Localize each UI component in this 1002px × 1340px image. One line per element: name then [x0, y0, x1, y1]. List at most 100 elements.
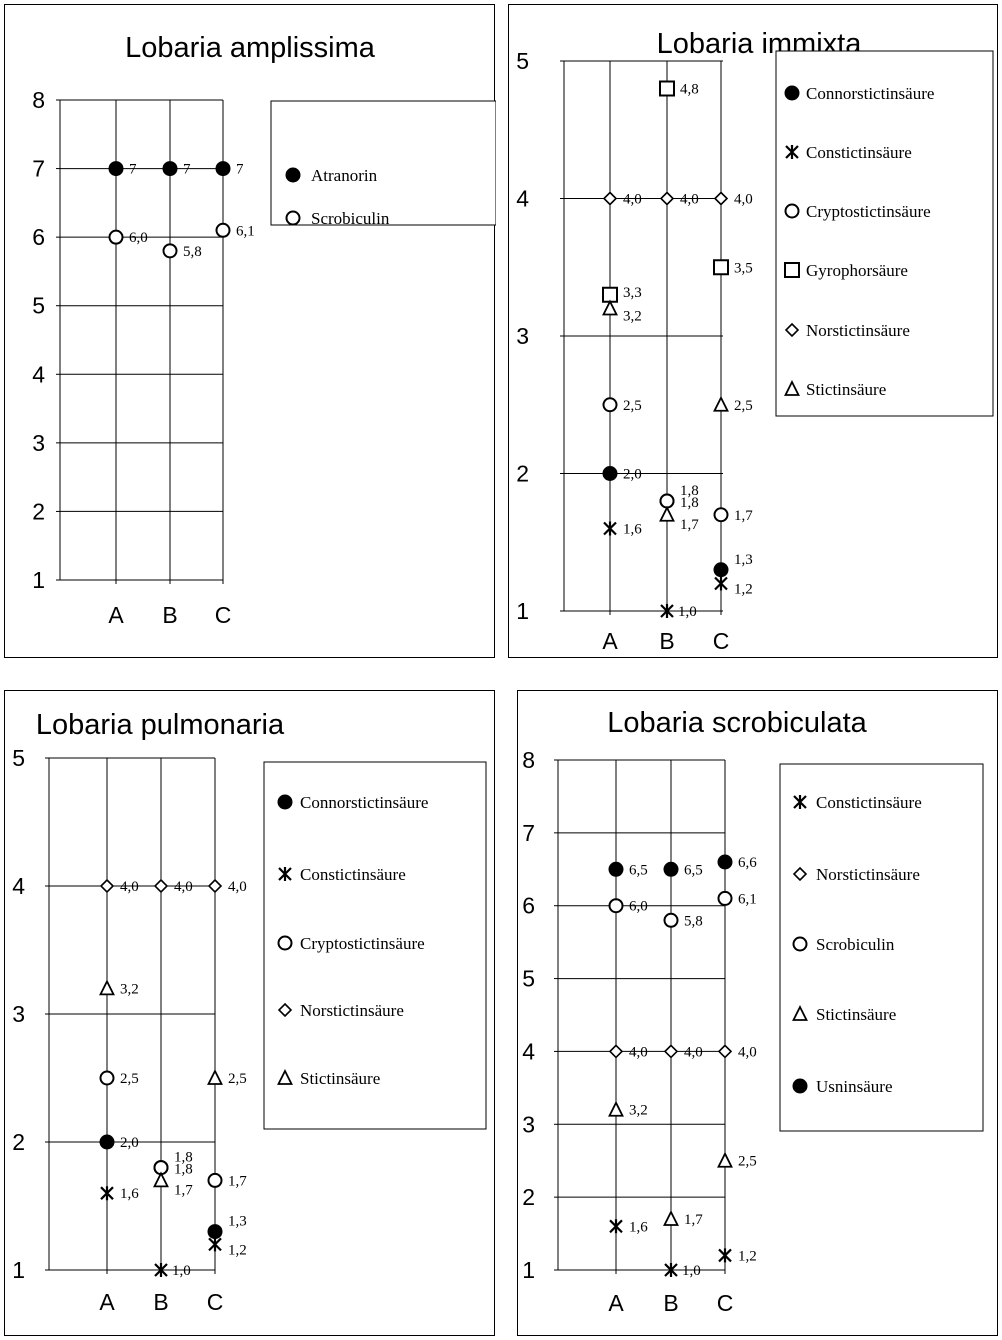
legend: Connorstictinsäure Constictinsäure Cryptos…	[263, 761, 487, 1130]
data-point-open-circle	[215, 222, 231, 238]
data-point-asterisk	[718, 1248, 732, 1263]
data-label: 5,8	[684, 913, 703, 929]
data-point-triangle	[207, 1068, 223, 1085]
legend-marker-filled-circle	[285, 167, 301, 183]
legend-label: Scrobiculin	[816, 935, 895, 954]
data-point-filled-circle	[608, 861, 624, 877]
chart-pulmonaria: Lobaria pulmonaria 1 2 3 4 5 A B C 2,0 1,8 1,3 1,6 1,…	[12, 709, 487, 1315]
data-point-diamond	[99, 878, 115, 894]
legend-box	[270, 100, 496, 226]
data-label: 3,3	[623, 285, 642, 301]
legend-marker-diamond	[784, 322, 800, 338]
data-label: 1,6	[623, 522, 642, 538]
x-category-label: A	[602, 628, 618, 654]
legend-marker-asterisk	[785, 145, 799, 159]
data-label: 1,7	[680, 517, 699, 533]
data-label: 7	[129, 162, 137, 178]
data-point-filled-circle	[602, 466, 618, 481]
data-label: 4,0	[228, 879, 247, 895]
y-tick-label: 1	[12, 1257, 25, 1283]
data-point-open-circle	[717, 890, 733, 906]
legend-marker-triangle	[784, 379, 800, 396]
data-point-diamond	[713, 191, 729, 206]
y-tick-label: 8	[32, 87, 45, 113]
legend-marker-filled-circle	[277, 794, 293, 810]
legend-label: Stictinsäure	[806, 380, 886, 399]
data-point-asterisk	[100, 1186, 114, 1201]
data-point-asterisk	[609, 1219, 623, 1234]
data-point-open-circle	[207, 1172, 223, 1188]
data-label: 2,5	[120, 1071, 139, 1087]
legend-marker-diamond	[792, 866, 808, 882]
legend-box	[779, 763, 984, 1132]
legend-marker-filled-circle	[792, 1078, 808, 1094]
chart-panel-immixta: Lobaria immixta 1 2 3 4 5 A B C 2,0 1,8 1,3 1,6 1,0 1,…	[508, 4, 998, 658]
legend-box	[775, 50, 994, 417]
x-category-label: C	[713, 628, 730, 654]
y-tick-label: 3	[522, 1111, 535, 1137]
data-label: 2,5	[623, 398, 642, 414]
data-point-diamond	[663, 1044, 679, 1059]
data-point-open-circle	[602, 397, 618, 413]
data-label: 6,0	[129, 230, 148, 246]
legend-marker-triangle	[792, 1004, 808, 1021]
data-point-triangle	[602, 299, 618, 316]
legend-marker-open-circle	[285, 210, 301, 226]
y-tick-label: 1	[522, 1257, 535, 1283]
data-label: 2,0	[623, 467, 642, 483]
data-label: 4,8	[680, 82, 699, 98]
y-tick-label: 2	[522, 1184, 535, 1210]
y-tick-label: 7	[522, 820, 535, 846]
data-point-triangle	[663, 1209, 679, 1226]
chart-title: Lobaria amplissima	[125, 32, 376, 64]
data-label: 6,6	[738, 855, 757, 871]
data-point-square	[659, 80, 675, 97]
x-category-label: A	[99, 1289, 115, 1315]
data-label: 4,0	[629, 1044, 648, 1060]
y-tick-label: 1	[32, 567, 45, 593]
data-point-open-circle	[713, 507, 729, 523]
data-point-diamond	[207, 878, 223, 894]
data-point-diamond	[602, 191, 618, 206]
data-point-triangle	[717, 1151, 733, 1168]
data-point-open-circle	[99, 1070, 115, 1086]
data-label: 2,0	[120, 1135, 139, 1151]
data-label: 3,2	[623, 309, 642, 325]
legend-label: Norstictinsäure	[806, 321, 910, 340]
y-tick-label: 2	[516, 461, 529, 487]
x-category-label: B	[659, 628, 674, 654]
data-label: 4,0	[738, 1044, 757, 1060]
data-label: 4,0	[734, 192, 753, 208]
chart-title: Lobaria pulmonaria	[36, 709, 285, 741]
data-label: 6,5	[629, 862, 648, 878]
data-label: 4,0	[120, 879, 139, 895]
data-label: 7	[236, 162, 244, 178]
data-point-filled-circle	[717, 854, 733, 870]
y-tick-label: 3	[12, 1001, 25, 1027]
data-label: 2,5	[734, 398, 753, 414]
legend-label: Constictinsäure	[806, 143, 912, 162]
data-point-open-circle	[659, 493, 675, 509]
data-label: 1,8	[680, 495, 699, 511]
data-point-filled-circle	[108, 161, 124, 177]
y-tick-label: 8	[522, 747, 535, 773]
data-label: 6,1	[236, 223, 255, 239]
data-label: 1,2	[228, 1242, 247, 1258]
data-point-filled-circle	[162, 161, 178, 177]
legend-marker-open-circle	[792, 936, 808, 952]
data-point-open-circle	[162, 243, 178, 259]
y-tick-label: 5	[516, 48, 529, 74]
data-point-diamond	[717, 1044, 733, 1059]
data-label: 2,5	[228, 1071, 247, 1087]
data-label: 7	[183, 162, 191, 178]
legend-marker-asterisk	[278, 867, 292, 881]
data-point-triangle	[713, 395, 729, 412]
data-label: 1,6	[120, 1186, 139, 1202]
data-point-asterisk	[208, 1237, 222, 1252]
data-label: 1,2	[738, 1248, 757, 1264]
data-label: 1,8	[680, 483, 699, 499]
data-point-asterisk	[154, 1263, 168, 1277]
data-point-diamond	[153, 878, 169, 894]
data-point-filled-circle	[215, 161, 231, 177]
y-tick-label: 1	[516, 598, 529, 624]
